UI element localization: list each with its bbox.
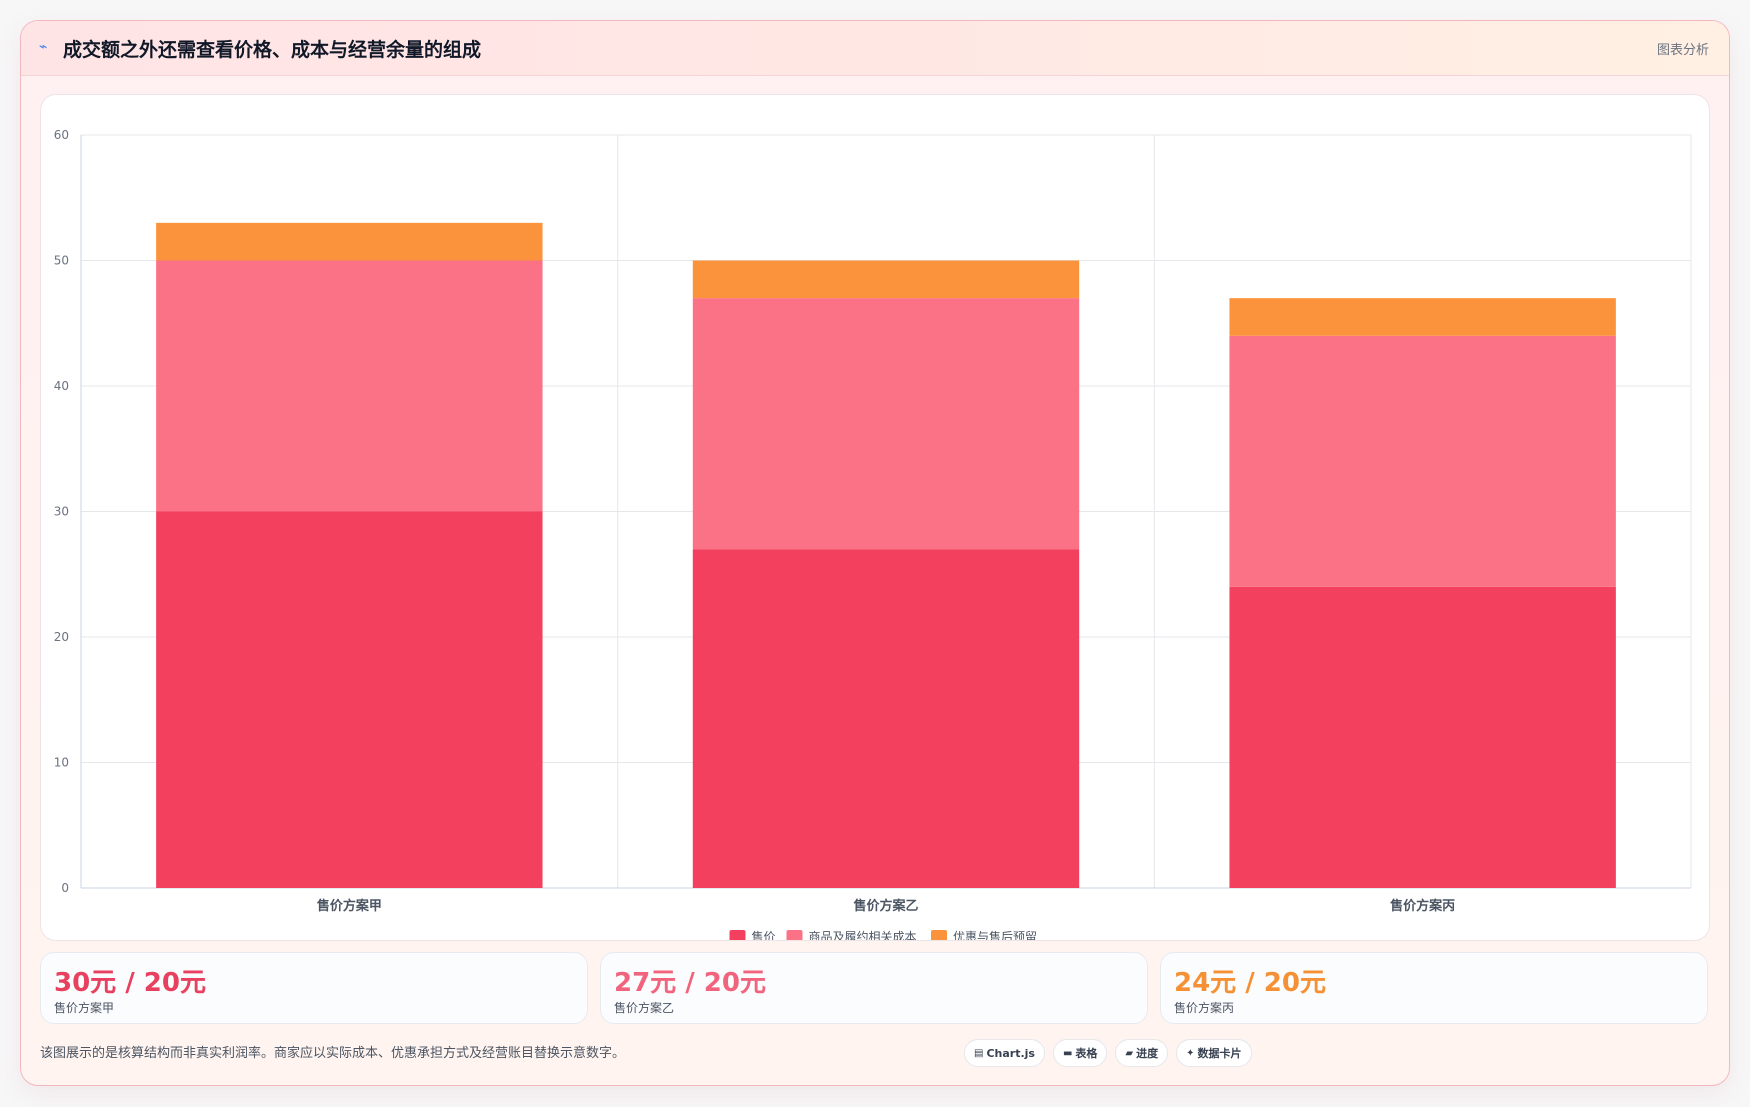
y-tick-label: 20 xyxy=(54,630,69,644)
stat-label: 售价方案甲 xyxy=(54,1001,115,1015)
y-tick-label: 10 xyxy=(54,756,69,770)
y-tick-label: 60 xyxy=(54,128,69,142)
chip-data-cards[interactable]: ✦ 数据卡片 xyxy=(1176,1039,1252,1067)
y-tick-label: 30 xyxy=(54,505,69,519)
stat-value: 24元 / 20元 xyxy=(1174,968,1326,998)
bar-segment-2 xyxy=(156,260,543,512)
stat-card-b: 27元 / 20元 售价方案乙 xyxy=(600,952,1148,1024)
stat-label: 售价方案乙 xyxy=(614,1001,675,1015)
chip-label: 表格 xyxy=(1075,1047,1098,1060)
y-tick-label: 40 xyxy=(54,379,69,393)
stat-card-a: 30元 / 20元 售价方案甲 xyxy=(40,952,588,1024)
sparkle-icon: ✦ xyxy=(1186,1047,1195,1059)
stat-card-c: 24元 / 20元 售价方案丙 xyxy=(1160,952,1708,1024)
chart-card: ⌁ 成交额之外还需查看价格、成本与经营余量的组成 图表分析 0 10 20 30 40 5… xyxy=(20,20,1730,1086)
progress-icon: ▰ xyxy=(1125,1047,1134,1059)
legend-label: 优惠与售后预留 xyxy=(953,929,1037,940)
bar-segment-2 xyxy=(1229,335,1616,587)
chip-label: 进度 xyxy=(1136,1047,1159,1060)
bar-segment-2 xyxy=(692,298,1080,550)
bar-segment-3 xyxy=(156,222,543,261)
table-icon: ▬ xyxy=(1062,1047,1073,1059)
bar-segment-3 xyxy=(692,260,1080,299)
bar-segment-1 xyxy=(1229,586,1616,888)
chart-panel: 0 10 20 30 40 50 60 售价方案甲 售价方案乙 售价方案丙售价 商品及履约相关成本 优… xyxy=(40,94,1710,941)
chip-chartjs[interactable]: ▤ Chart.js xyxy=(964,1039,1045,1067)
stat-cards: 30元 / 20元 售价方案甲 27元 / 20元 售价方案乙 24元 / 20… xyxy=(40,952,1708,1024)
x-tick-label: 售价方案乙 xyxy=(853,898,918,914)
chart-icon: ▤ xyxy=(974,1047,984,1059)
chart-line-icon: ⌁ xyxy=(39,39,48,55)
bar-segment-1 xyxy=(156,511,543,888)
footer-note: 该图展示的是核算结构而非真实利润率。商家应以实际成本、优惠承担方式及经营账目替换… xyxy=(40,1046,626,1061)
stat-value: 30元 / 20元 xyxy=(54,968,206,998)
chip-label: 数据卡片 xyxy=(1197,1047,1242,1060)
chip-label: Chart.js xyxy=(986,1046,1035,1060)
legend-swatch xyxy=(931,930,947,940)
x-tick-label: 售价方案甲 xyxy=(317,898,382,914)
y-tick-label: 0 xyxy=(61,881,69,895)
legend-swatch xyxy=(786,930,803,940)
card-header: ⌁ 成交额之外还需查看价格、成本与经营余量的组成 图表分析 xyxy=(21,21,1729,76)
feature-chips: ▤ Chart.js ▬ 表格 ▰ 进度 ✦ 数据卡片 xyxy=(964,1039,1252,1067)
chip-progress[interactable]: ▰ 进度 xyxy=(1115,1039,1169,1067)
legend-swatch xyxy=(729,930,746,940)
legend-label: 商品及履约相关成本 xyxy=(809,929,917,940)
bar-segment-3 xyxy=(1229,298,1616,336)
x-tick-label: 售价方案丙 xyxy=(1390,898,1455,914)
legend-label: 售价 xyxy=(752,929,776,940)
stat-value: 27元 / 20元 xyxy=(614,968,766,998)
bar-segment-1 xyxy=(692,549,1080,888)
chart-title: 成交额之外还需查看价格、成本与经营余量的组成 xyxy=(63,39,482,61)
stat-label: 售价方案丙 xyxy=(1174,1001,1235,1015)
y-tick-label: 50 xyxy=(54,254,69,268)
chart-analysis-button[interactable]: 图表分析 xyxy=(1656,43,1709,58)
chip-table[interactable]: ▬ 表格 xyxy=(1052,1039,1108,1067)
